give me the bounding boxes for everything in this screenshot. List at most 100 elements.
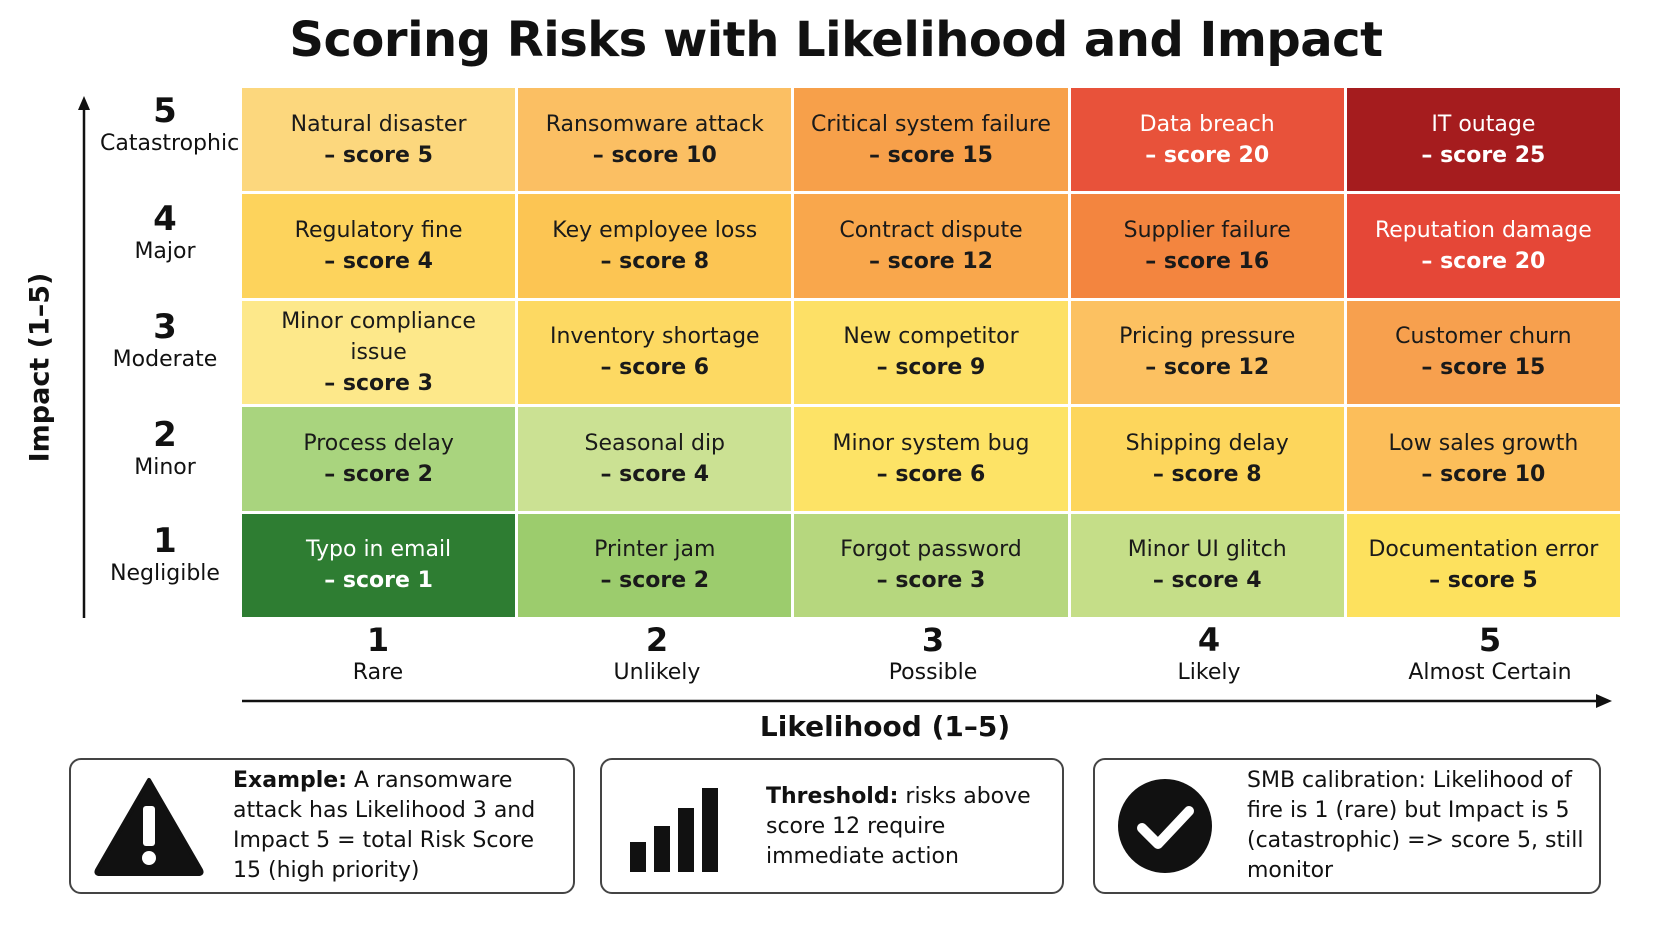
risk-cell: Data breach – score 20 (1070, 88, 1344, 192)
risk-score: – score 3 (324, 370, 433, 396)
risk-name: Customer churn (1395, 324, 1572, 350)
risk-name: Shipping delay (1125, 430, 1289, 456)
risk-cell: Forgot password – score 3 (794, 513, 1068, 617)
risk-name: Printer jam (594, 537, 716, 563)
checkmark-icon (1118, 779, 1212, 873)
risk-name: Low sales growth (1388, 430, 1579, 456)
impact-level-label: 4 Major (100, 200, 230, 266)
y-axis-arrow (78, 96, 90, 618)
x-axis-arrow (242, 694, 1612, 708)
risk-name: Contract dispute (839, 218, 1023, 244)
risk-cell: Reputation damage – score 20 (1346, 194, 1620, 298)
risk-name: Process delay (303, 430, 454, 456)
risk-name: Ransomware attack (545, 111, 764, 137)
likelihood-level-label: 3 Possible (833, 622, 1033, 688)
calibration-text: SMB calibration: Likelihood of fire is 1… (1247, 766, 1587, 886)
risk-score: – score 8 (600, 249, 710, 275)
x-axis-title: Likelihood (1–5) (759, 710, 1011, 743)
risk-score: – score 9 (876, 355, 986, 381)
impact-level-label: 5 Catastrophic (100, 92, 239, 158)
risk-cell: Ransomware attack – score 10 (518, 88, 792, 192)
likelihood-level-text: Rare (352, 660, 404, 685)
risk-cell: Key employee loss – score 8 (518, 194, 792, 298)
risk-cell: Minor compliance issue – score 3 (242, 300, 516, 405)
risk-cell: Inventory shortage – score 6 (518, 300, 792, 405)
risk-score: – score 2 (324, 461, 433, 487)
risk-name: Data breach (1139, 111, 1275, 137)
calibration-box: SMB calibration: Likelihood of fire is 1… (1093, 758, 1601, 894)
risk-score: – score 6 (600, 355, 710, 381)
warning-icon (94, 778, 204, 876)
risk-name: Inventory shortage (549, 324, 760, 350)
likelihood-level-label: 1 Rare (278, 622, 478, 688)
likelihood-level-number: 2 (645, 621, 669, 659)
risk-score: – score 6 (876, 461, 986, 487)
risk-name: Documentation error (1368, 537, 1599, 563)
risk-name: Natural disaster (290, 111, 467, 137)
risk-cell: Supplier failure – score 16 (1070, 194, 1344, 298)
impact-level-number: 2 (153, 415, 177, 455)
risk-score: – score 15 (869, 142, 993, 168)
risk-score: – score 2 (600, 568, 710, 594)
risk-score: – score 1 (324, 568, 433, 594)
risk-score: – score 25 (1421, 142, 1546, 168)
risk-cell: Pricing pressure – score 12 (1070, 300, 1344, 405)
likelihood-level-text: Likely (1177, 660, 1241, 685)
page-title: Scoring Risks with Likelihood and Impact (289, 12, 1383, 68)
risk-cell: New competitor – score 9 (794, 300, 1068, 405)
risk-name: Regulatory fine (294, 218, 463, 244)
calibration-body: SMB calibration: Likelihood of fire is 1… (1247, 768, 1584, 883)
risk-score: – score 20 (1421, 249, 1546, 275)
threshold-body: risks above score 12 require immediate a… (766, 784, 1031, 869)
bar-chart-icon (630, 788, 718, 872)
likelihood-level-text: Unlikely (613, 660, 701, 685)
risk-score: – score 5 (324, 142, 433, 168)
risk-cell: Low sales growth – score 10 (1346, 407, 1620, 511)
risk-score: – score 12 (1145, 355, 1270, 381)
risk-cell: Printer jam – score 2 (518, 513, 792, 617)
risk-name: Seasonal dip (584, 430, 726, 456)
threshold-label: Threshold: (766, 784, 899, 809)
impact-level-number: 3 (153, 307, 177, 347)
likelihood-level-number: 3 (921, 621, 945, 659)
risk-score: – score 5 (1429, 568, 1538, 594)
likelihood-level-text: Almost Certain (1408, 660, 1572, 685)
risk-score: – score 8 (1152, 461, 1262, 487)
risk-cell: Regulatory fine – score 4 (242, 194, 516, 298)
risk-name: New competitor (843, 324, 1019, 350)
risk-score: – score 10 (1421, 461, 1546, 487)
likelihood-level-label: 5 Almost Certain (1390, 622, 1590, 688)
example-label: Example: (233, 768, 347, 793)
risk-name: Reputation damage (1374, 218, 1592, 244)
likelihood-level-label: 4 Likely (1109, 622, 1309, 688)
risk-cell: Typo in email – score 1 (242, 513, 516, 617)
impact-level-text: Moderate (112, 347, 218, 372)
risk-cell: Seasonal dip – score 4 (518, 407, 792, 511)
example-text: Example: A ransomware attack has Likelih… (233, 766, 563, 886)
risk-name: Minor system bug (832, 430, 1030, 456)
risk-cell: IT outage – score 25 (1346, 88, 1620, 192)
risk-score: – score 15 (1421, 355, 1546, 381)
risk-score: – score 10 (592, 142, 717, 168)
risk-name: Critical system failure (811, 111, 1051, 137)
impact-level-number: 4 (153, 199, 177, 239)
impact-level-label: 3 Moderate (100, 308, 230, 374)
likelihood-level-number: 5 (1478, 621, 1502, 659)
risk-name: Supplier failure (1123, 218, 1291, 244)
risk-name: Minor UI glitch (1127, 537, 1287, 563)
risk-name: Minor compliance issue (281, 308, 476, 365)
risk-cell: Minor UI glitch – score 4 (1070, 513, 1344, 617)
risk-score: – score 16 (1145, 249, 1270, 275)
example-body: A ransomware attack has Likelihood 3 and… (233, 768, 536, 883)
risk-name: Forgot password (840, 537, 1022, 563)
risk-cell: Natural disaster – score 5 (242, 88, 516, 192)
threshold-box: Threshold: risks above score 12 require … (600, 758, 1064, 894)
likelihood-level-number: 1 (366, 621, 390, 659)
likelihood-level-label: 2 Unlikely (557, 622, 757, 688)
risk-score: – score 12 (869, 249, 993, 275)
risk-score: – score 4 (324, 249, 433, 275)
risk-cell: Contract dispute – score 12 (794, 194, 1068, 298)
risk-cell: Shipping delay – score 8 (1070, 407, 1344, 511)
impact-level-label: 2 Minor (100, 416, 230, 482)
risk-name: Typo in email (306, 537, 452, 563)
